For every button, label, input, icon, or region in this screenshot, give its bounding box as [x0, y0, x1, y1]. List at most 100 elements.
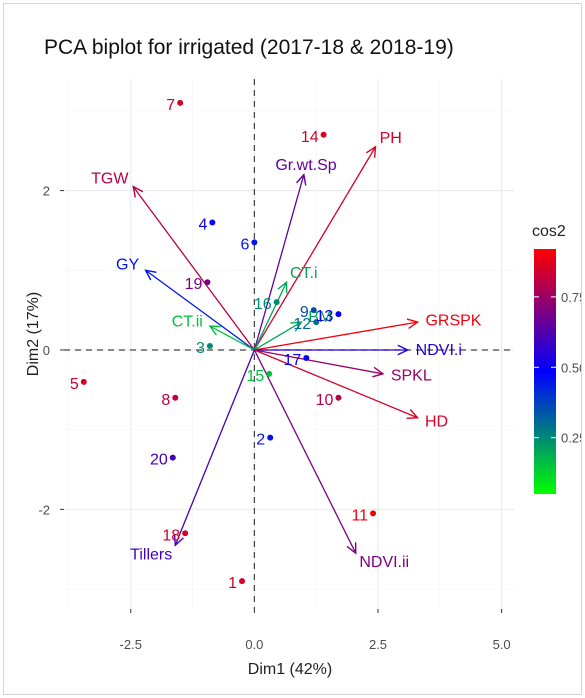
- variable-arrowhead: [132, 185, 144, 198]
- axis-ticks: -2.5 0.0 2.5 5.0 -2 0 2: [38, 184, 510, 652]
- individual-point: [335, 311, 342, 318]
- y-tick-label: 2: [43, 184, 50, 199]
- variable-label: GRSPK: [425, 312, 481, 329]
- chart-frame: PCA biplot for irrigated (2017-18 & 2018…: [3, 3, 582, 695]
- individual-label: 17: [284, 352, 302, 369]
- individual-label: 2: [256, 432, 265, 449]
- individual-point: [239, 578, 246, 585]
- individual-label: 16: [254, 296, 272, 313]
- legend-tick-label: 0.75: [561, 290, 581, 305]
- variable-label: CT.i: [290, 265, 318, 282]
- individual-label: 14: [301, 129, 319, 146]
- variable-arrow: [254, 349, 418, 419]
- individual-point: [206, 342, 213, 349]
- variable-arrowhead: [173, 534, 184, 547]
- variable-arrow: [254, 321, 302, 351]
- individual-point: [251, 239, 258, 246]
- variable-arrowhead: [208, 325, 221, 336]
- variable-arrow: [254, 321, 418, 351]
- variable-arrow: [253, 174, 305, 351]
- individual-point: [204, 279, 211, 286]
- individual-label: 6: [240, 236, 249, 253]
- variable-label: NDVI.ii: [359, 554, 409, 571]
- variable-arrowhead: [296, 173, 307, 186]
- x-tick-label: 5.0: [493, 637, 511, 652]
- legend-ticks: 0.25 0.50 0.75: [534, 290, 581, 446]
- variable-label: NDVI.i: [416, 342, 462, 359]
- individual-point: [80, 378, 87, 385]
- individual-label: 3: [196, 340, 205, 357]
- individual-label: 13: [316, 308, 334, 325]
- variable-arrowhead: [290, 321, 303, 332]
- individual-point: [172, 394, 179, 401]
- individual-point: [370, 510, 377, 517]
- grid: [64, 79, 514, 609]
- individual-point: [303, 354, 310, 361]
- variable-arrowhead: [346, 542, 357, 555]
- variable-label: Gr.wt.Sp: [275, 157, 336, 174]
- variable-label: GY: [116, 256, 139, 273]
- legend-colorbar: [534, 249, 556, 494]
- variable-arrow: [174, 349, 255, 546]
- variable-arrowhead: [406, 318, 420, 330]
- x-tick-label: -2.5: [120, 637, 142, 652]
- individual-point: [209, 219, 216, 226]
- individual-label: 18: [162, 527, 180, 544]
- individual-point: [310, 307, 317, 314]
- individual-point: [169, 454, 176, 461]
- individual-label: 8: [161, 392, 170, 409]
- legend-tick-label: 0.25: [561, 431, 581, 446]
- individual-point: [313, 319, 320, 326]
- legend: cos2 0.25 0.50 0.75: [532, 223, 581, 494]
- x-tick-label: 0.0: [245, 637, 263, 652]
- individual-point: [267, 434, 274, 441]
- variable-arrow: [145, 269, 255, 351]
- individual-point: [266, 370, 273, 377]
- chart-title: PCA biplot for irrigated (2017-18 & 2018…: [44, 36, 454, 59]
- variable-arrowhead: [144, 269, 157, 281]
- variable-arrow: [209, 325, 255, 351]
- variable-label: PH: [380, 130, 402, 147]
- variable-label: SPKL: [391, 368, 432, 385]
- variable-label: CT.ii: [172, 313, 203, 330]
- legend-title: cos2: [532, 223, 566, 240]
- variable-arrow: [132, 186, 255, 351]
- individual-point: [177, 99, 184, 106]
- individual-label: 19: [185, 276, 203, 293]
- variable-arrow: [253, 146, 377, 351]
- individual-label: 20: [150, 452, 168, 469]
- individual-label: 12: [293, 316, 311, 333]
- individual-label: 7: [166, 97, 175, 114]
- y-tick-label: 0: [43, 343, 50, 358]
- legend-tick-label: 0.50: [561, 360, 581, 375]
- y-axis-label: Dim2 (17%): [25, 292, 42, 376]
- individual-label: 9: [300, 304, 309, 321]
- individual-label: 10: [316, 392, 334, 409]
- individual-label: 1: [228, 575, 237, 592]
- variable-arrowhead: [406, 409, 420, 420]
- variable-arrow: [253, 349, 357, 554]
- individual-label: 4: [198, 216, 207, 233]
- variable-label: Tillers: [130, 547, 172, 564]
- individual-label: 11: [351, 507, 368, 524]
- variable-arrow: [253, 281, 288, 351]
- variable-label: HD: [425, 414, 448, 431]
- pca-biplot: PCA biplot for irrigated (2017-18 & 2018…: [25, 36, 581, 678]
- individual-label: 15: [246, 368, 264, 385]
- individual-point: [320, 131, 327, 138]
- variable-arrowhead: [365, 145, 377, 158]
- x-axis-label: Dim1 (42%): [248, 661, 332, 678]
- variable-label: TGW: [91, 171, 129, 188]
- variable-arrowhead: [277, 280, 288, 294]
- x-tick-label: 2.5: [369, 637, 387, 652]
- individual-label: 5: [70, 376, 79, 393]
- individual-point: [273, 299, 280, 306]
- variable-arrow: [254, 349, 384, 375]
- variable-arrowhead: [372, 366, 385, 378]
- y-tick-label: -2: [38, 502, 50, 517]
- individual-point: [182, 530, 189, 537]
- individual-point: [335, 394, 342, 401]
- variable-arrowhead: [397, 344, 410, 356]
